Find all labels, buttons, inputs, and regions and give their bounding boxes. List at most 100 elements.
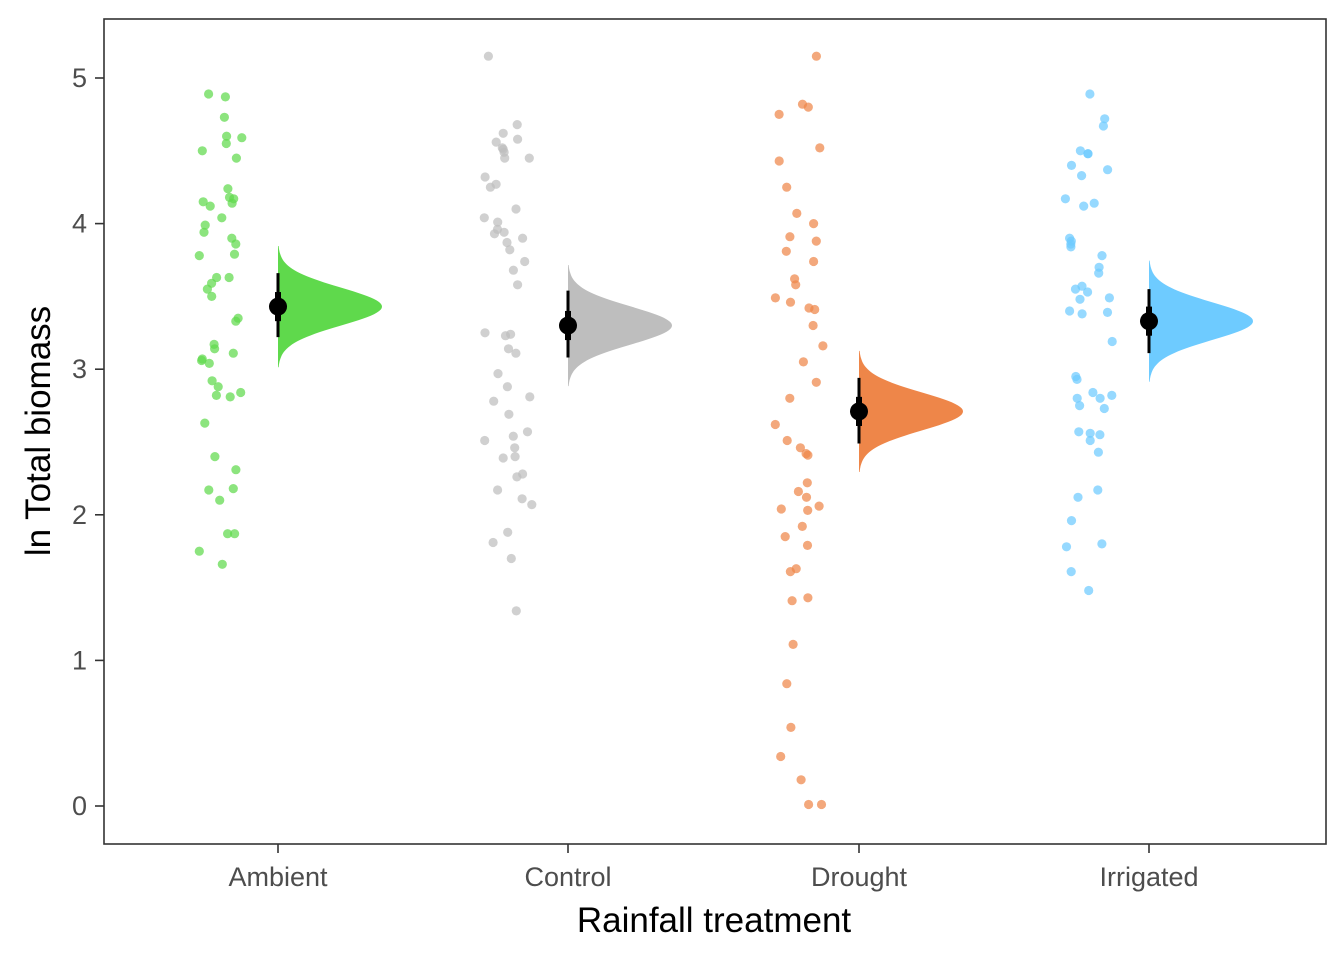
data-point-control [511, 348, 521, 358]
data-point-ambient [231, 465, 241, 475]
data-point-irrigated [1061, 542, 1072, 552]
data-point-irrigated [1103, 165, 1113, 175]
data-point-ambient [197, 146, 207, 156]
data-point-ambient [223, 529, 233, 539]
data-point-drought [787, 596, 797, 606]
data-point-drought [774, 109, 784, 119]
data-point-ambient [200, 220, 210, 230]
data-point-drought [811, 236, 821, 246]
data-point-irrigated [1088, 387, 1098, 398]
data-point-ambient [207, 376, 217, 386]
data-point-control [517, 494, 527, 504]
data-point-ambient [215, 495, 225, 505]
plot-marks [194, 51, 1253, 810]
data-point-irrigated [1085, 428, 1095, 438]
y-tick-label-3: 3 [72, 354, 87, 384]
y-tick-label-2: 2 [72, 500, 87, 530]
data-point-ambient [202, 284, 212, 294]
data-point-irrigated [1075, 294, 1085, 304]
data-point-drought [792, 208, 802, 218]
data-point-irrigated [1065, 306, 1075, 316]
data-point-drought [816, 799, 827, 810]
data-point-ambient [222, 131, 232, 141]
data-point-control [524, 153, 534, 163]
data-point-irrigated [1098, 121, 1108, 131]
data-point-control [511, 204, 521, 214]
data-point-drought [791, 280, 801, 290]
y-tick-label-1: 1 [72, 645, 87, 675]
data-point-drought [809, 256, 819, 267]
data-point-control [480, 328, 490, 338]
data-point-irrigated [1104, 293, 1114, 303]
data-point-irrigated [1077, 309, 1087, 319]
data-point-control [483, 51, 493, 61]
data-point-drought [796, 775, 806, 785]
data-point-drought [802, 540, 813, 551]
data-point-control [499, 227, 509, 237]
data-point-irrigated [1085, 89, 1095, 99]
x-axis: Ambient Control Drought Irrigated [228, 844, 1199, 892]
data-point-drought [788, 639, 798, 650]
data-point-control [491, 137, 501, 147]
data-point-control [500, 153, 510, 163]
data-point-ambient [228, 348, 238, 358]
data-point-drought [785, 297, 796, 307]
data-point-control [480, 435, 490, 446]
data-point-drought [808, 320, 818, 331]
density-control [568, 265, 672, 387]
data-point-control [505, 245, 515, 255]
data-point-control [513, 134, 523, 144]
data-point-irrigated [1075, 401, 1085, 411]
data-point-irrigated [1084, 585, 1094, 596]
data-point-drought [810, 304, 820, 315]
data-point-irrigated [1102, 307, 1113, 317]
data-point-control [510, 443, 520, 453]
data-point-drought [798, 357, 809, 367]
data-point-ambient [207, 291, 217, 301]
data-point-control [504, 409, 514, 419]
data-point-control [513, 280, 523, 290]
data-point-control [488, 537, 498, 548]
data-point-drought [811, 51, 822, 61]
data-point-ambient [197, 355, 207, 366]
data-point-irrigated [1072, 393, 1082, 403]
data-point-drought [814, 501, 824, 511]
data-point-ambient [219, 112, 229, 122]
data-point-control [506, 553, 516, 564]
data-point-ambient [194, 546, 204, 556]
data-point-irrigated [1066, 516, 1077, 526]
data-point-drought [815, 143, 825, 153]
data-point-irrigated [1097, 251, 1107, 261]
data-point-irrigated [1089, 198, 1099, 208]
data-point-ambient [210, 452, 220, 462]
data-point-irrigated [1093, 447, 1103, 457]
x-tick-label-control: Control [524, 862, 611, 892]
data-point-drought [797, 521, 807, 532]
data-point-control [479, 213, 489, 223]
data-point-ambient [211, 390, 221, 400]
data-point-control [480, 172, 490, 182]
data-point-ambient [198, 197, 208, 207]
mean-point-irrigated [1140, 312, 1158, 331]
data-point-drought [774, 156, 784, 166]
density-ambient [278, 246, 382, 368]
data-point-control [493, 485, 503, 495]
data-point-irrigated [1060, 194, 1070, 204]
y-tick-label-5: 5 [72, 63, 87, 93]
data-point-irrigated [1074, 427, 1084, 437]
x-tick-label-ambient: Ambient [228, 862, 328, 892]
data-point-control [510, 452, 520, 462]
data-point-control [498, 128, 508, 138]
data-point-drought [801, 492, 812, 502]
data-point-ambient [205, 201, 215, 211]
data-point-ambient [221, 138, 231, 149]
data-point-control [502, 237, 512, 248]
data-point-drought [770, 293, 781, 303]
mean-point-ambient [269, 297, 287, 316]
data-point-drought [782, 435, 792, 446]
data-point-irrigated [1066, 160, 1077, 170]
data-point-control [498, 453, 508, 463]
data-point-ambient [229, 249, 240, 259]
data-point-ambient [200, 418, 210, 428]
